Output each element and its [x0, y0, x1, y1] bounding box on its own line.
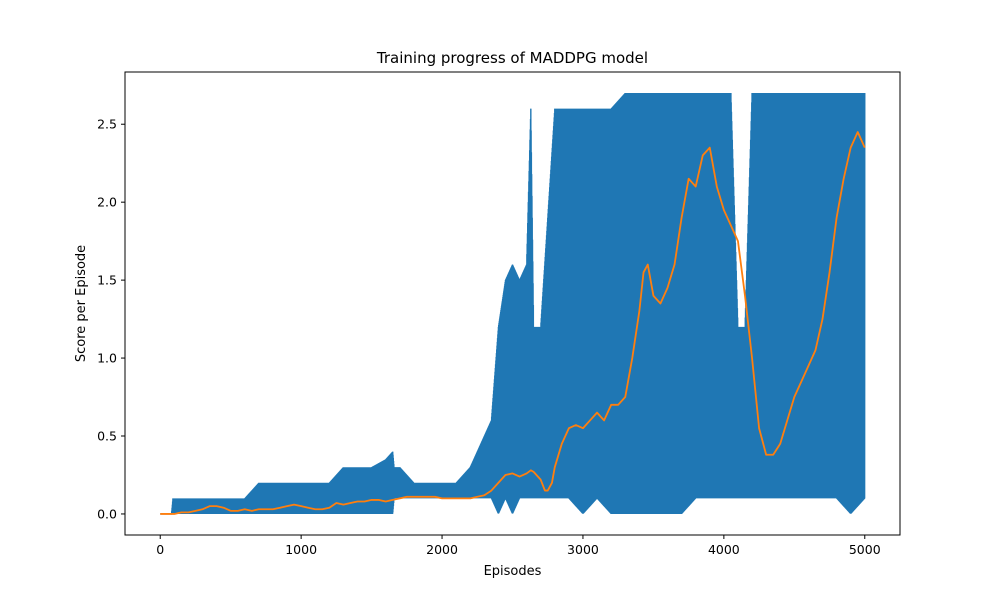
- x-tick-label: 1000: [285, 542, 317, 557]
- y-tick-label: 1.5: [97, 273, 117, 288]
- chart-title: Training progress of MADDPG model: [376, 49, 648, 67]
- axes-frame: [124, 71, 901, 536]
- y-axis: 0.0 0.5 1.0 1.5 2.0 2.5: [97, 117, 125, 521]
- x-axis-label: Episodes: [484, 564, 542, 579]
- x-tick-label: 5000: [849, 542, 881, 557]
- y-axis-label: Score per Episode: [74, 245, 89, 362]
- y-tick-label: 2.0: [97, 195, 117, 210]
- plot-data: [160, 93, 866, 515]
- y-tick-label: 0.5: [97, 429, 117, 444]
- moving-average-series-line: [160, 131, 866, 515]
- x-tick-label: 3000: [567, 542, 599, 557]
- x-axis: 0 1000 2000 3000 4000 5000: [156, 535, 881, 557]
- score-series-line: [160, 93, 866, 515]
- y-tick-label: 2.5: [97, 117, 117, 132]
- y-tick-label: 0.0: [97, 506, 117, 521]
- y-tick-label: 1.0: [97, 351, 117, 366]
- x-tick-label: 0: [156, 542, 164, 557]
- x-tick-label: 2000: [426, 542, 458, 557]
- x-tick-label: 4000: [708, 542, 740, 557]
